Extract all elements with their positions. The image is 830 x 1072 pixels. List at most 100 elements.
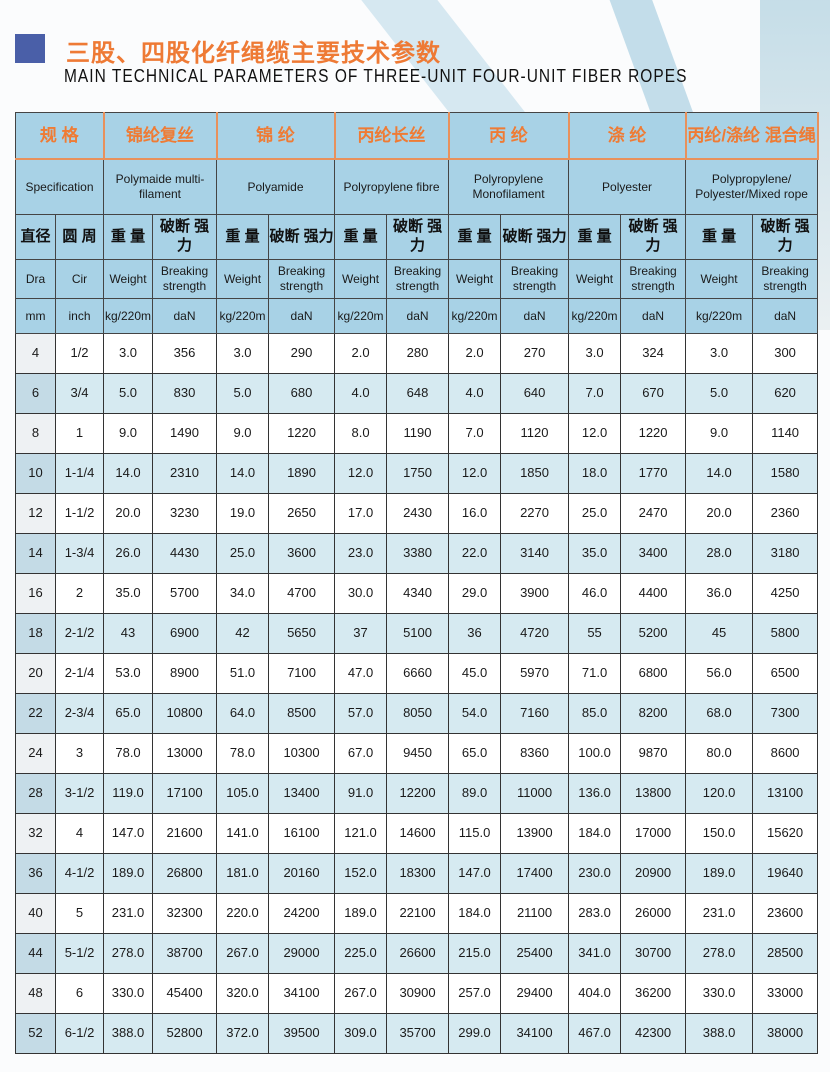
breaking-strength-cell: 34100 bbox=[500, 1013, 570, 1054]
breaking-strength-cell: 13400 bbox=[268, 773, 336, 814]
header-material-cn: 锦 纶 bbox=[216, 112, 336, 160]
breaking-strength-cell: 4250 bbox=[752, 573, 819, 614]
table-row: 8 1 9.0 1490 9.0 1220 8.0 1190 7.0 1120 12.0 1220 9.… bbox=[15, 413, 819, 454]
page-title-english: MAIN TECHNICAL PARAMETERS OF THREE-UNIT … bbox=[64, 66, 688, 86]
weight-cell: 18.0 bbox=[568, 453, 622, 494]
breaking-strength-cell: 4700 bbox=[268, 573, 336, 614]
weight-cell: 23.0 bbox=[334, 533, 388, 574]
circumference-cell: 1/2 bbox=[54, 333, 105, 374]
breaking-strength-cell: 18300 bbox=[386, 853, 450, 894]
header-diameter-cn: 直径 bbox=[15, 214, 56, 260]
breaking-strength-cell: 8050 bbox=[386, 693, 450, 734]
diameter-cell: 12 bbox=[15, 493, 56, 534]
weight-cell: 30.0 bbox=[334, 573, 388, 614]
circumference-cell: 6-1/2 bbox=[54, 1013, 105, 1054]
breaking-strength-cell: 17000 bbox=[620, 813, 687, 854]
header-material-en: Polyropylene fibre bbox=[334, 158, 450, 215]
weight-cell: 150.0 bbox=[685, 813, 754, 854]
breaking-strength-cell: 32300 bbox=[152, 893, 218, 934]
breaking-strength-cell: 9450 bbox=[386, 733, 450, 774]
breaking-strength-cell: 3230 bbox=[152, 493, 218, 534]
breaking-strength-cell: 670 bbox=[620, 373, 687, 414]
weight-cell: 184.0 bbox=[448, 893, 502, 934]
breaking-strength-cell: 3600 bbox=[268, 533, 336, 574]
diameter-cell: 10 bbox=[15, 453, 56, 494]
header-breaking-cn: 破断 强力 bbox=[152, 214, 218, 260]
header-circumference-cn: 圆 周 bbox=[54, 214, 105, 260]
weight-cell: 35.0 bbox=[103, 573, 154, 614]
weight-cell: 89.0 bbox=[448, 773, 502, 814]
circumference-cell: 2-1/4 bbox=[54, 653, 105, 694]
breaking-strength-cell: 648 bbox=[386, 373, 450, 414]
weight-cell: 257.0 bbox=[448, 973, 502, 1014]
weight-cell: 147.0 bbox=[103, 813, 154, 854]
breaking-strength-cell: 3380 bbox=[386, 533, 450, 574]
diameter-cell: 32 bbox=[15, 813, 56, 854]
breaking-strength-cell: 6660 bbox=[386, 653, 450, 694]
breaking-strength-cell: 38700 bbox=[152, 933, 218, 974]
weight-cell: 105.0 bbox=[216, 773, 270, 814]
weight-cell: 37 bbox=[334, 613, 388, 654]
header-weight-cn: 重 量 bbox=[334, 214, 388, 260]
breaking-strength-cell: 34100 bbox=[268, 973, 336, 1014]
header-breaking-unit: daN bbox=[752, 298, 819, 334]
weight-cell: 55 bbox=[568, 613, 622, 654]
weight-cell: 189.0 bbox=[103, 853, 154, 894]
breaking-strength-cell: 680 bbox=[268, 373, 336, 414]
circumference-cell: 4-1/2 bbox=[54, 853, 105, 894]
breaking-strength-cell: 1890 bbox=[268, 453, 336, 494]
weight-cell: 20.0 bbox=[685, 493, 754, 534]
breaking-strength-cell: 4720 bbox=[500, 613, 570, 654]
weight-cell: 230.0 bbox=[568, 853, 622, 894]
header-weight-unit: kg/220m bbox=[216, 298, 270, 334]
header-material-en: Polyamide bbox=[216, 158, 336, 215]
weight-cell: 267.0 bbox=[216, 933, 270, 974]
header-row: Dra Cir Weight Breaking strength Weight Break… bbox=[15, 259, 819, 299]
header-breaking-unit: daN bbox=[268, 298, 336, 334]
header-breaking-unit: daN bbox=[386, 298, 450, 334]
weight-cell: 115.0 bbox=[448, 813, 502, 854]
table-row: 10 1-1/4 14.0 2310 14.0 1890 12.0 1750 12.0 1850 1… bbox=[15, 453, 819, 494]
breaking-strength-cell: 7160 bbox=[500, 693, 570, 734]
page-title-chinese: 三股、四股化纤绳缆主要技术参数 bbox=[66, 40, 441, 67]
breaking-strength-cell: 30700 bbox=[620, 933, 687, 974]
circumference-cell: 6 bbox=[54, 973, 105, 1014]
table-row: 22 2-3/4 65.0 10800 64.0 8500 57.0 8050 54.0 7160… bbox=[15, 693, 819, 734]
weight-cell: 231.0 bbox=[103, 893, 154, 934]
weight-cell: 36 bbox=[448, 613, 502, 654]
weight-cell: 7.0 bbox=[568, 373, 622, 414]
weight-cell: 20.0 bbox=[103, 493, 154, 534]
header-weight-en: Weight bbox=[448, 259, 502, 299]
diameter-cell: 14 bbox=[15, 533, 56, 574]
weight-cell: 120.0 bbox=[685, 773, 754, 814]
header-weight-unit: kg/220m bbox=[448, 298, 502, 334]
diameter-cell: 22 bbox=[15, 693, 56, 734]
header-material-cn: 涤 纶 bbox=[568, 112, 687, 160]
weight-cell: 3.0 bbox=[568, 333, 622, 374]
weight-cell: 388.0 bbox=[685, 1013, 754, 1054]
diameter-cell: 8 bbox=[15, 413, 56, 454]
breaking-strength-cell: 1490 bbox=[152, 413, 218, 454]
breaking-strength-cell: 24200 bbox=[268, 893, 336, 934]
breaking-strength-cell: 20900 bbox=[620, 853, 687, 894]
breaking-strength-cell: 26800 bbox=[152, 853, 218, 894]
header-material-cn: 丙纶长丝 bbox=[334, 112, 450, 160]
breaking-strength-cell: 5200 bbox=[620, 613, 687, 654]
weight-cell: 388.0 bbox=[103, 1013, 154, 1054]
header-weight-unit: kg/220m bbox=[568, 298, 622, 334]
header-breaking-cn: 破断 强力 bbox=[620, 214, 687, 260]
weight-cell: 45.0 bbox=[448, 653, 502, 694]
breaking-strength-cell: 12200 bbox=[386, 773, 450, 814]
weight-cell: 51.0 bbox=[216, 653, 270, 694]
header-weight-unit: kg/220m bbox=[334, 298, 388, 334]
table-row: 48 6 330.0 45400 320.0 34100 267.0 30900 257.0 29… bbox=[15, 973, 819, 1014]
breaking-strength-cell: 2430 bbox=[386, 493, 450, 534]
breaking-strength-cell: 2650 bbox=[268, 493, 336, 534]
breaking-strength-cell: 2270 bbox=[500, 493, 570, 534]
header-weight-en: Weight bbox=[568, 259, 622, 299]
weight-cell: 28.0 bbox=[685, 533, 754, 574]
breaking-strength-cell: 1220 bbox=[268, 413, 336, 454]
breaking-strength-cell: 8200 bbox=[620, 693, 687, 734]
breaking-strength-cell: 280 bbox=[386, 333, 450, 374]
header-diameter-unit: mm bbox=[15, 298, 56, 334]
